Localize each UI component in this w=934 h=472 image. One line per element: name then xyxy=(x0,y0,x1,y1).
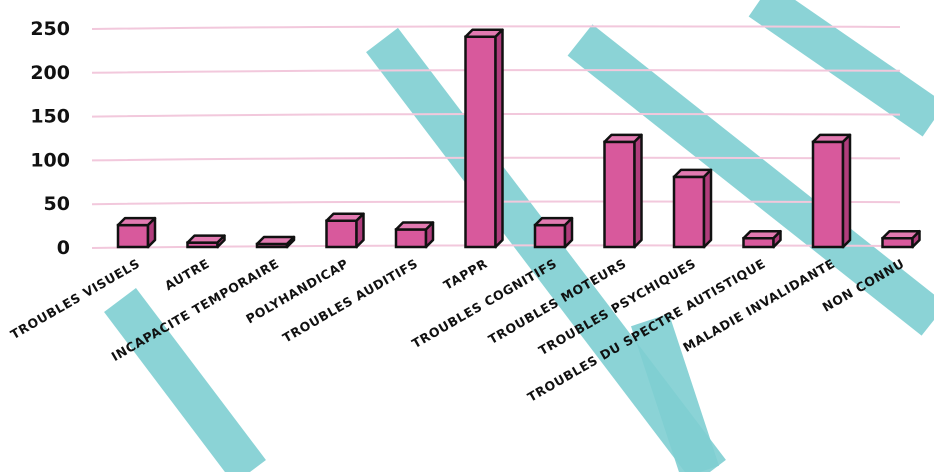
bar-side xyxy=(841,133,852,249)
gridline xyxy=(91,200,901,206)
gridlines xyxy=(91,25,901,249)
y-axis: 0 50 100 150 200 250 xyxy=(30,18,70,259)
bar-polyhandicap xyxy=(325,212,365,249)
bar-troubles-du-spectre-autistique xyxy=(742,229,782,249)
bar-troubles-visuels xyxy=(116,216,157,249)
bar-side xyxy=(911,229,921,249)
watermark-logo xyxy=(104,0,934,472)
bar-side xyxy=(633,133,643,249)
bar-side xyxy=(216,234,226,249)
bar-front xyxy=(325,219,358,249)
bar-side xyxy=(146,216,157,249)
bar-front xyxy=(116,223,150,249)
x-tick-label-autre: AUTRE xyxy=(162,256,212,294)
bar-front xyxy=(394,228,428,249)
bar-side xyxy=(494,28,504,249)
bar-maladie-invalidante xyxy=(811,133,852,249)
y-tick-label: 0 xyxy=(57,237,70,259)
bar-front xyxy=(603,140,636,249)
bar-troubles-cognitifs xyxy=(533,216,574,249)
bar-front xyxy=(811,140,845,249)
watermark-stroke xyxy=(631,313,719,472)
y-tick-label: 250 xyxy=(30,18,70,40)
watermark-stroke xyxy=(567,24,934,336)
gridline xyxy=(91,112,901,118)
bar-troubles-auditifs xyxy=(394,221,435,249)
x-tick-label-troubles-auditifs: TROUBLES AUDITIFS xyxy=(280,256,421,346)
bar-side xyxy=(424,221,435,249)
y-tick-label: 150 xyxy=(30,106,70,128)
bar-troubles-psychiques xyxy=(672,168,713,249)
bar-non-connu xyxy=(881,229,921,249)
x-tick-label-tappr: TAPPR xyxy=(441,256,490,293)
bar-autre xyxy=(186,234,226,249)
gridline xyxy=(91,69,901,74)
bar-side xyxy=(355,212,365,249)
bar-front xyxy=(742,236,775,249)
bar-front xyxy=(881,236,914,249)
bar-side xyxy=(563,216,574,249)
bar-front xyxy=(672,175,706,249)
bar-side xyxy=(772,229,782,249)
watermark-stroke xyxy=(104,287,266,472)
bar-incapacite-temporaire xyxy=(255,235,296,249)
y-tick-label: 100 xyxy=(30,149,70,171)
gridline xyxy=(91,25,901,30)
gridline xyxy=(91,156,901,162)
bar-side xyxy=(702,168,713,249)
bar-side xyxy=(285,235,296,249)
y-tick-label: 200 xyxy=(30,62,70,84)
bar-front xyxy=(464,35,497,249)
y-tick-label: 50 xyxy=(44,193,70,215)
bar-troubles-moteurs xyxy=(603,133,643,249)
bars xyxy=(116,28,921,249)
bar-tappr xyxy=(464,28,504,249)
watermark-stroke xyxy=(748,0,934,137)
bar-front xyxy=(533,223,567,249)
